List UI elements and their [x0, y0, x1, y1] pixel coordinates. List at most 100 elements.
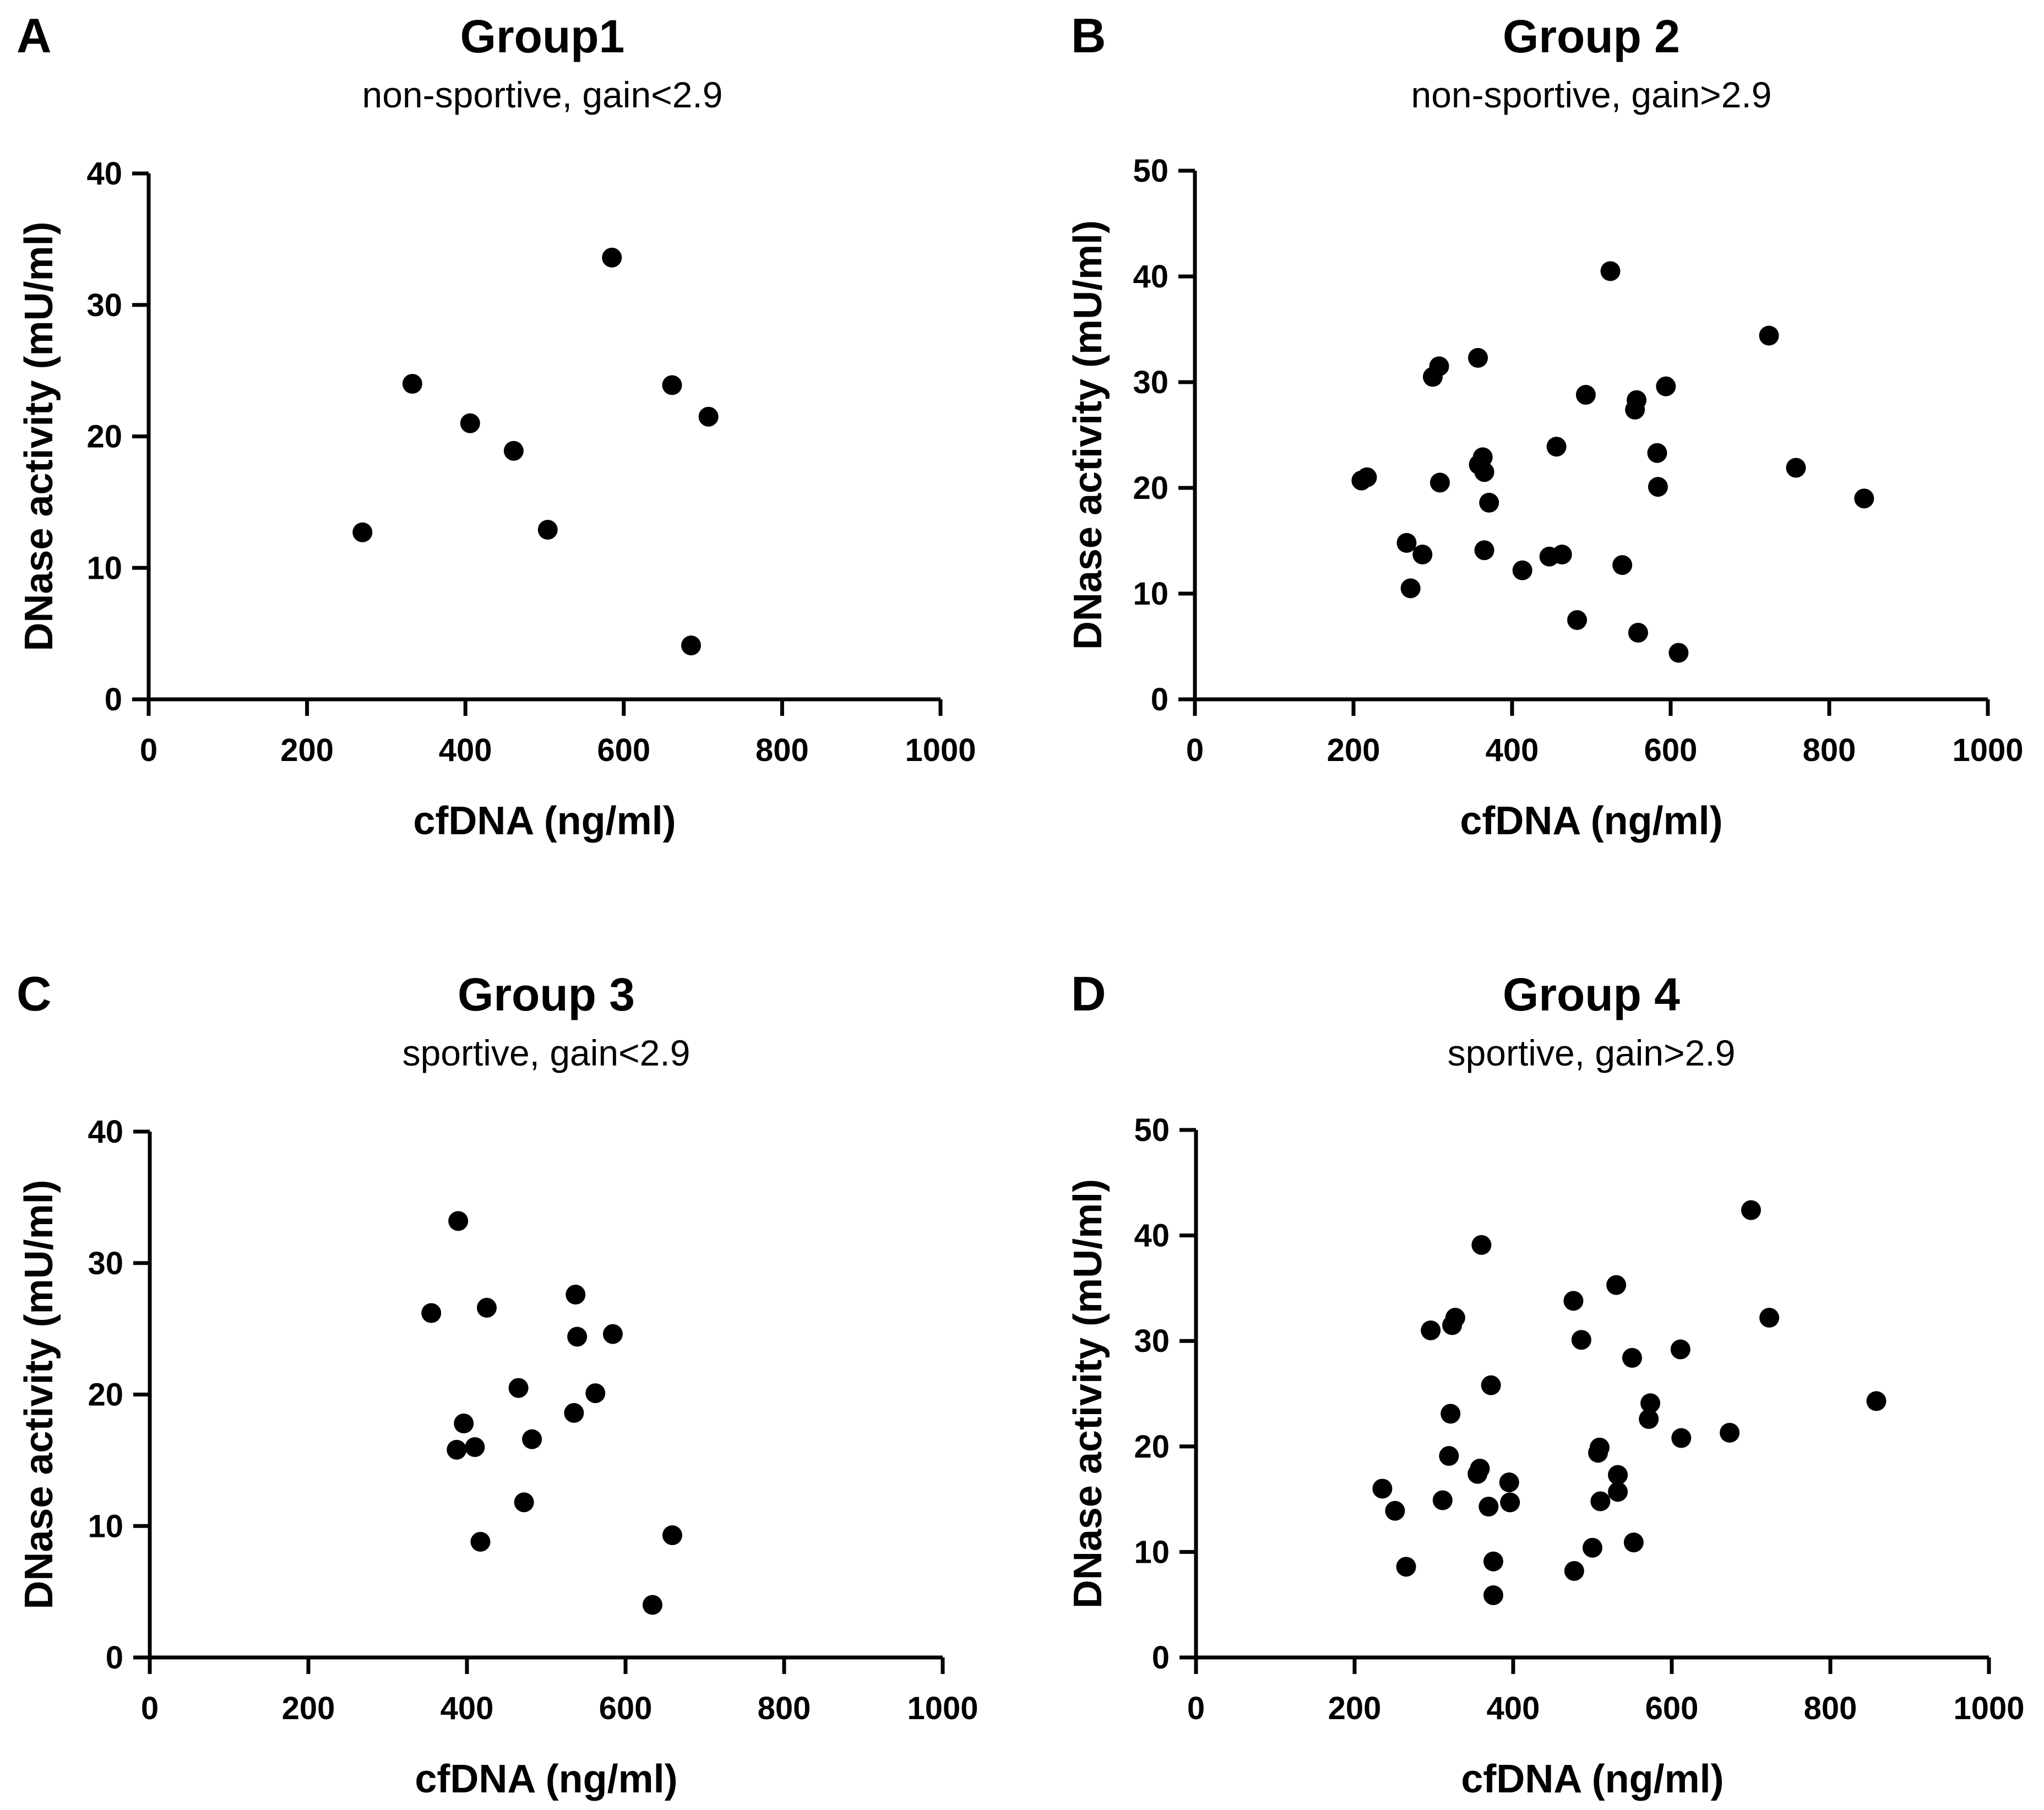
y-tick-label: 20 — [86, 419, 122, 455]
panel-title: Group1 — [460, 10, 625, 62]
data-point — [1628, 623, 1648, 643]
y-tick-label: 30 — [88, 1246, 123, 1281]
data-point — [1741, 1200, 1761, 1220]
data-point — [1439, 1446, 1459, 1466]
data-point — [465, 1437, 485, 1457]
x-tick-label: 0 — [1186, 732, 1204, 768]
y-axis-label: DNase activity (mU/ml) — [17, 1180, 61, 1609]
data-point — [1866, 1391, 1887, 1411]
panel-letter: C — [17, 966, 52, 1021]
data-point — [1622, 1347, 1642, 1368]
data-point — [1512, 560, 1532, 580]
x-tick-label: 400 — [1487, 1691, 1540, 1726]
data-point — [1429, 356, 1449, 377]
y-tick-label: 50 — [1133, 153, 1168, 189]
data-point — [352, 522, 373, 542]
data-point — [662, 1525, 682, 1545]
x-tick-label: 800 — [1804, 1691, 1857, 1726]
y-tick-label: 0 — [105, 682, 122, 718]
data-point — [1608, 1482, 1628, 1502]
x-axis-label: cfDNA (ng/ml) — [415, 1757, 677, 1801]
x-tick-label: 800 — [1803, 732, 1856, 768]
data-point — [1589, 1437, 1610, 1458]
y-tick-label: 50 — [1134, 1112, 1170, 1148]
y-tick-label: 10 — [88, 1508, 123, 1544]
x-tick-label: 400 — [1486, 732, 1539, 768]
data-point — [1470, 1459, 1490, 1479]
data-point — [1468, 347, 1488, 368]
data-point — [1429, 472, 1450, 493]
data-point — [421, 1303, 442, 1323]
y-axis-label: DNase activity (mU/ml) — [1066, 220, 1110, 650]
data-point — [1623, 1532, 1644, 1553]
data-point — [1564, 1561, 1584, 1581]
data-point — [1483, 1585, 1503, 1605]
data-point — [1483, 1551, 1503, 1572]
x-tick-label: 400 — [439, 732, 492, 768]
data-point — [470, 1531, 491, 1552]
data-point — [447, 1439, 467, 1460]
data-point — [681, 635, 702, 656]
x-tick-label: 1000 — [1952, 732, 2023, 768]
x-axis-label: cfDNA (ng/ml) — [413, 799, 676, 843]
data-point — [1499, 1472, 1519, 1492]
data-point — [566, 1285, 586, 1305]
data-point — [1400, 578, 1421, 599]
data-point — [1481, 1375, 1501, 1395]
x-axis-label: cfDNA (ng/ml) — [1460, 799, 1722, 843]
y-tick-label: 0 — [1151, 682, 1168, 718]
data-point — [1759, 325, 1779, 346]
data-point — [1385, 1501, 1405, 1521]
y-tick-label: 10 — [1133, 576, 1168, 612]
data-point — [1720, 1422, 1740, 1443]
data-point — [1412, 544, 1433, 564]
data-point — [1432, 1490, 1453, 1510]
data-point — [477, 1297, 497, 1318]
y-tick-label: 40 — [88, 1114, 123, 1150]
y-tick-label: 30 — [1134, 1323, 1170, 1359]
panel-b: B Group 2 non-sportive, gain>2.9 0 10 20 30 40 5… — [1066, 8, 2024, 843]
data-point — [642, 1595, 662, 1615]
data-point — [1854, 488, 1874, 509]
x-tick-label: 0 — [1187, 1691, 1205, 1726]
y-tick-label: 10 — [1134, 1534, 1170, 1570]
x-tick-label: 200 — [280, 732, 334, 768]
data-point — [1396, 532, 1417, 553]
data-point — [1670, 1339, 1690, 1360]
data-point — [1552, 544, 1572, 564]
y-tick-label: 30 — [1133, 365, 1168, 400]
x-tick-label: 200 — [282, 1691, 335, 1726]
x-tick-label: 800 — [758, 1691, 811, 1726]
data-point — [1606, 1275, 1627, 1295]
y-tick-label: 40 — [1134, 1218, 1170, 1254]
x-tick-label: 200 — [1328, 1691, 1382, 1726]
data-point — [454, 1414, 474, 1434]
panel-d: D Group 4 sportive, gain>2.9 0 10 20 30 40 50 0 20… — [1066, 966, 2025, 1801]
data-point — [1563, 1291, 1584, 1311]
data-point — [1648, 477, 1668, 497]
x-tick-label: 200 — [1327, 732, 1380, 768]
data-point — [1372, 1479, 1393, 1499]
data-point — [1478, 1497, 1499, 1517]
y-tick-label: 40 — [86, 156, 122, 192]
data-point — [522, 1429, 542, 1449]
panel-subtitle: sportive, gain>2.9 — [1448, 1032, 1736, 1073]
data-point — [1647, 443, 1667, 463]
data-point — [602, 247, 622, 268]
data-point — [1472, 447, 1493, 468]
panel-title: Group 2 — [1503, 10, 1680, 62]
data-point — [503, 441, 524, 461]
data-point — [1445, 1308, 1465, 1328]
data-point — [1639, 1409, 1659, 1429]
panel-letter: A — [17, 8, 52, 63]
data-point — [585, 1383, 606, 1404]
panel-letter: D — [1071, 966, 1106, 1021]
x-tick-label: 0 — [140, 732, 157, 768]
data-point — [1396, 1557, 1416, 1577]
data-point — [1440, 1404, 1461, 1424]
x-axis-label: cfDNA (ng/ml) — [1461, 1757, 1724, 1801]
data-point — [567, 1327, 588, 1347]
data-point — [1471, 1235, 1492, 1255]
